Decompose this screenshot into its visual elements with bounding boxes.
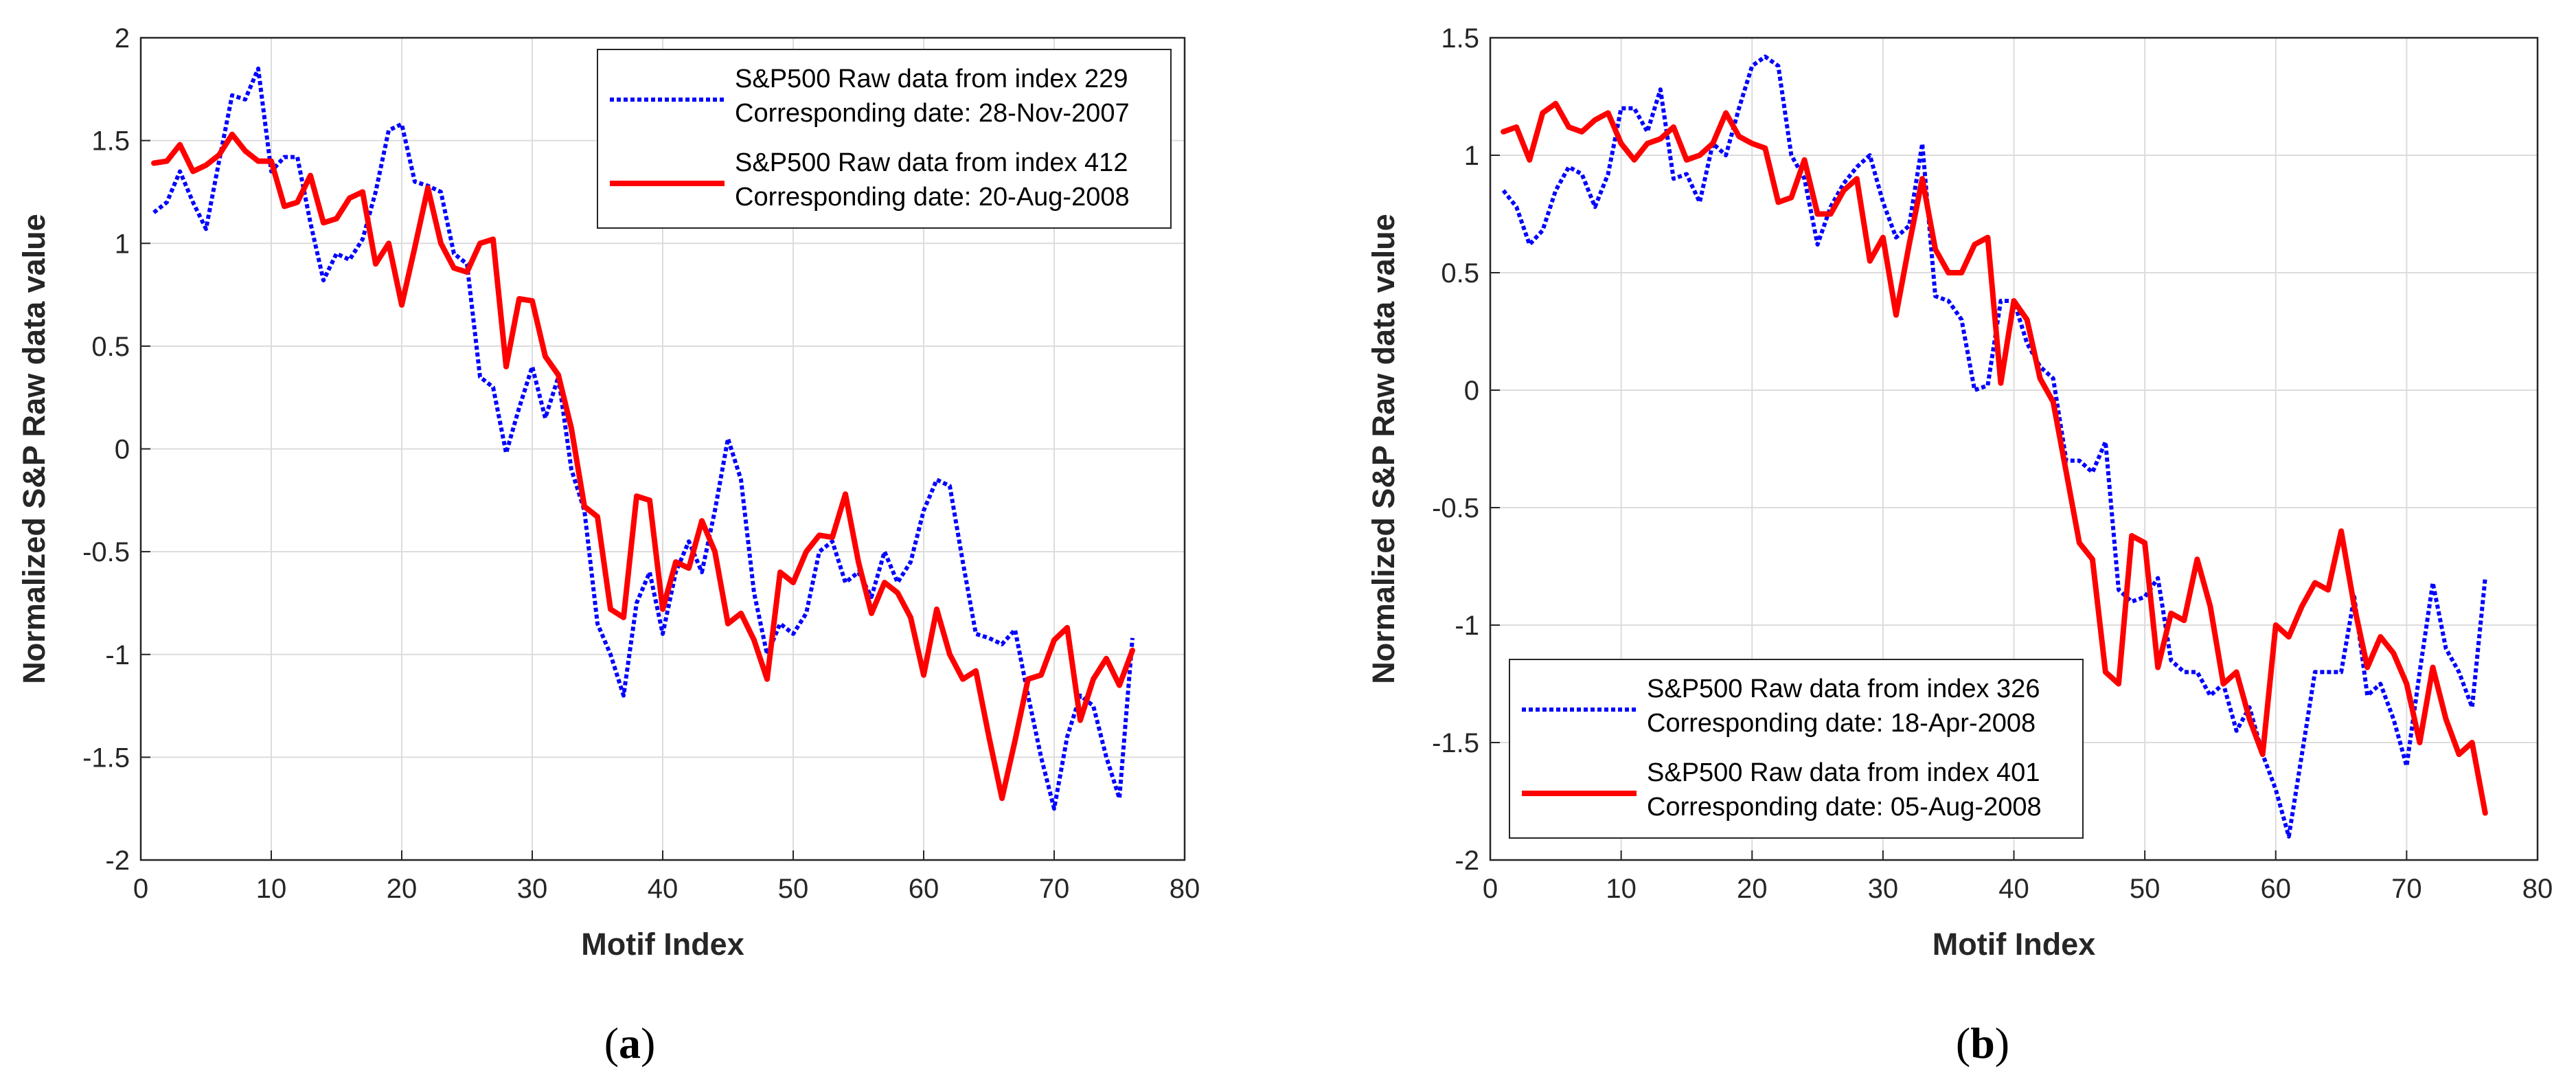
- y-tick-label: 2: [115, 23, 130, 54]
- y-tick-label: -1: [105, 640, 130, 670]
- x-tick-label: 10: [256, 874, 287, 904]
- y-axis-label: Normalized S&P Raw data value: [1366, 214, 1401, 683]
- panel-caption: (b): [1956, 1019, 2009, 1067]
- series-line-blue-dotted: [152, 66, 1135, 811]
- x-tick-label: 60: [909, 874, 939, 904]
- chart-panel-b: 0 10 20 30 40 50 60 70 80 1.5 1 0.5 0 -0.5 -1 -1.5 -2 S&P…: [1366, 23, 2553, 1067]
- x-tick-label: 10: [1606, 874, 1637, 904]
- legend-box: [1509, 659, 2084, 839]
- chart-panel-a: 0 10 20 30 40 50 60 70 80 2 1.5 1 0.5 0 -0.5 -1 -1.5 -2 S&…: [16, 23, 1200, 1067]
- x-tick-label: 50: [2130, 874, 2161, 904]
- x-tick-label: 80: [1170, 874, 1200, 904]
- x-tick-label: 30: [517, 874, 548, 904]
- legend-date: Corresponding date: 28-Nov-2007: [735, 99, 1130, 128]
- y-tick-label: 0.5: [1441, 258, 1479, 289]
- legend-box: [597, 49, 1172, 229]
- legend: S&P500 Raw data from index 326 Correspond…: [1509, 659, 2084, 839]
- x-tick-label: 60: [2261, 874, 2292, 904]
- caption-letter: b: [1970, 1019, 1995, 1067]
- x-tick-label: 80: [2522, 874, 2553, 904]
- legend-label: S&P500 Raw data from index 229: [735, 65, 1128, 93]
- axes-frame: [139, 36, 1186, 861]
- y-tick-label: -0.5: [82, 537, 130, 567]
- caption-close-paren: ): [641, 1019, 655, 1067]
- axes-frame: [1489, 36, 2539, 861]
- caption-open-paren: (: [1956, 1019, 1970, 1067]
- caption-open-paren: (: [604, 1019, 619, 1067]
- x-tick-label: 20: [1737, 874, 1768, 904]
- y-tick-label: -1.5: [82, 743, 130, 773]
- series-line-red-solid: [151, 131, 1135, 802]
- y-tick-label: 1.5: [1441, 23, 1479, 54]
- legend-date: Corresponding date: 20-Aug-2008: [735, 183, 1130, 212]
- x-tick-label: 40: [1998, 874, 2029, 904]
- y-tick-label: 0.5: [91, 332, 130, 362]
- y-tick-label: -1: [1455, 611, 1479, 641]
- legend-label: S&P500 Raw data from index 326: [1647, 675, 2040, 703]
- y-tick-label: -0.5: [1432, 493, 1479, 523]
- y-tick-label: 1.5: [91, 126, 130, 157]
- y-tick-label: -1.5: [1432, 728, 1479, 758]
- y-tick-label: 1: [115, 229, 130, 259]
- y-tick-label: 1: [1464, 141, 1479, 171]
- y-tick-label: -2: [105, 846, 130, 876]
- x-tick-label: 0: [133, 874, 148, 904]
- legend-label: S&P500 Raw data from index 412: [735, 148, 1128, 177]
- x-tick-label: 0: [1483, 874, 1498, 904]
- y-tick-label: 0: [1464, 376, 1479, 406]
- x-axis-label: Motif Index: [581, 927, 744, 962]
- legend-label: S&P500 Raw data from index 401: [1647, 758, 2040, 787]
- y-tick-label: -2: [1455, 846, 1479, 876]
- caption-close-paren: ): [1995, 1019, 2009, 1067]
- legend: S&P500 Raw data from index 229 Correspond…: [597, 49, 1172, 229]
- legend-date: Corresponding date: 05-Aug-2008: [1647, 793, 2042, 822]
- y-tick-label: 0: [115, 435, 130, 465]
- series-line-blue-dotted: [1501, 54, 2487, 839]
- caption-letter: a: [619, 1019, 641, 1067]
- x-tick-label: 40: [648, 874, 679, 904]
- x-tick-label: 70: [2391, 874, 2422, 904]
- panel-caption: (a): [604, 1019, 656, 1067]
- legend-date: Corresponding date: 18-Apr-2008: [1647, 709, 2036, 738]
- series-line-red-solid: [1501, 100, 2488, 816]
- x-tick-label: 50: [778, 874, 809, 904]
- x-axis-label: Motif Index: [1933, 927, 2095, 962]
- x-tick-label: 20: [387, 874, 418, 904]
- y-axis-label: Normalized S&P Raw data value: [16, 214, 52, 683]
- x-tick-label: 70: [1039, 874, 1070, 904]
- x-tick-label: 30: [1868, 874, 1899, 904]
